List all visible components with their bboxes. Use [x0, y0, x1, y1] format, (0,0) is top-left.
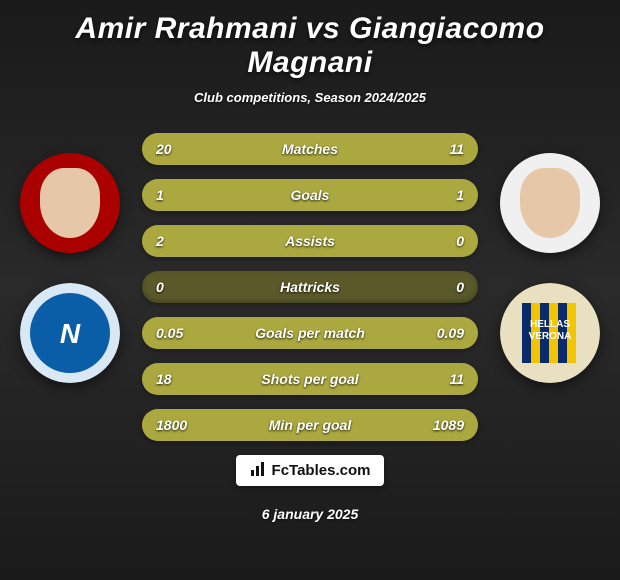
date-label: 6 january 2025 — [10, 506, 610, 522]
stat-value-right: 0.09 — [437, 325, 464, 341]
stat-value-right: 11 — [449, 141, 464, 157]
footer: FcTables.com — [10, 455, 610, 486]
verona-badge-icon: HELLAS VERONA — [500, 283, 600, 383]
comparison-card: Amir Rrahmani vs Giangiacomo Magnani Clu… — [0, 0, 620, 580]
avatar-placeholder — [520, 168, 580, 238]
stat-label: Matches — [282, 141, 338, 157]
chart-icon — [250, 461, 266, 480]
stat-value-right: 1 — [456, 187, 464, 203]
stat-row: 1 1 Goals — [142, 179, 478, 211]
stat-value-right: 0 — [456, 233, 464, 249]
stat-row: 18 11 Shots per goal — [142, 363, 478, 395]
napoli-badge-icon: N — [20, 283, 120, 383]
stat-row: 0.05 0.09 Goals per match — [142, 317, 478, 349]
left-side: N — [10, 133, 130, 383]
stat-value-left: 20 — [156, 141, 172, 157]
stat-value-left: 1800 — [156, 417, 187, 433]
player-right-avatar — [500, 153, 600, 253]
stat-value-right: 11 — [449, 371, 464, 387]
stat-value-left: 2 — [156, 233, 164, 249]
brand-badge[interactable]: FcTables.com — [236, 455, 385, 486]
club-right-badge: HELLAS VERONA — [500, 283, 600, 383]
stat-label: Shots per goal — [261, 371, 358, 387]
stat-label: Assists — [285, 233, 335, 249]
stat-row: 20 11 Matches — [142, 133, 478, 165]
bar-right-fill — [310, 179, 478, 211]
brand-label: FcTables.com — [272, 462, 371, 479]
avatar-placeholder — [40, 168, 100, 238]
stat-label: Min per goal — [269, 417, 351, 433]
svg-text:VERONA: VERONA — [529, 331, 572, 342]
stat-row: 2 0 Assists — [142, 225, 478, 257]
stat-label: Goals per match — [255, 325, 365, 341]
right-side: HELLAS VERONA — [490, 133, 610, 383]
stat-value-left: 0.05 — [156, 325, 183, 341]
page-title: Amir Rrahmani vs Giangiacomo Magnani — [10, 12, 610, 80]
stat-value-left: 18 — [156, 371, 172, 387]
stat-row: 0 0 Hattricks — [142, 271, 478, 303]
club-left-badge: N — [20, 283, 120, 383]
stat-label: Goals — [291, 187, 330, 203]
bar-left-fill — [142, 179, 310, 211]
subtitle: Club competitions, Season 2024/2025 — [10, 90, 610, 105]
svg-text:HELLAS: HELLAS — [530, 319, 570, 330]
svg-text:N: N — [60, 318, 81, 349]
stat-value-left: 1 — [156, 187, 164, 203]
stat-bars: 2011Matches11Goals20Assists00Hattricks0.… — [130, 133, 490, 441]
stat-value-right: 0 — [456, 279, 464, 295]
stat-value-left: 0 — [156, 279, 164, 295]
stat-value-right: 1089 — [433, 417, 464, 433]
stat-row: 1800 1089 Min per goal — [142, 409, 478, 441]
main-row: N 2011Matches11Goals20Assists00Hattricks… — [10, 133, 610, 441]
player-left-avatar — [20, 153, 120, 253]
stat-label: Hattricks — [280, 279, 340, 295]
